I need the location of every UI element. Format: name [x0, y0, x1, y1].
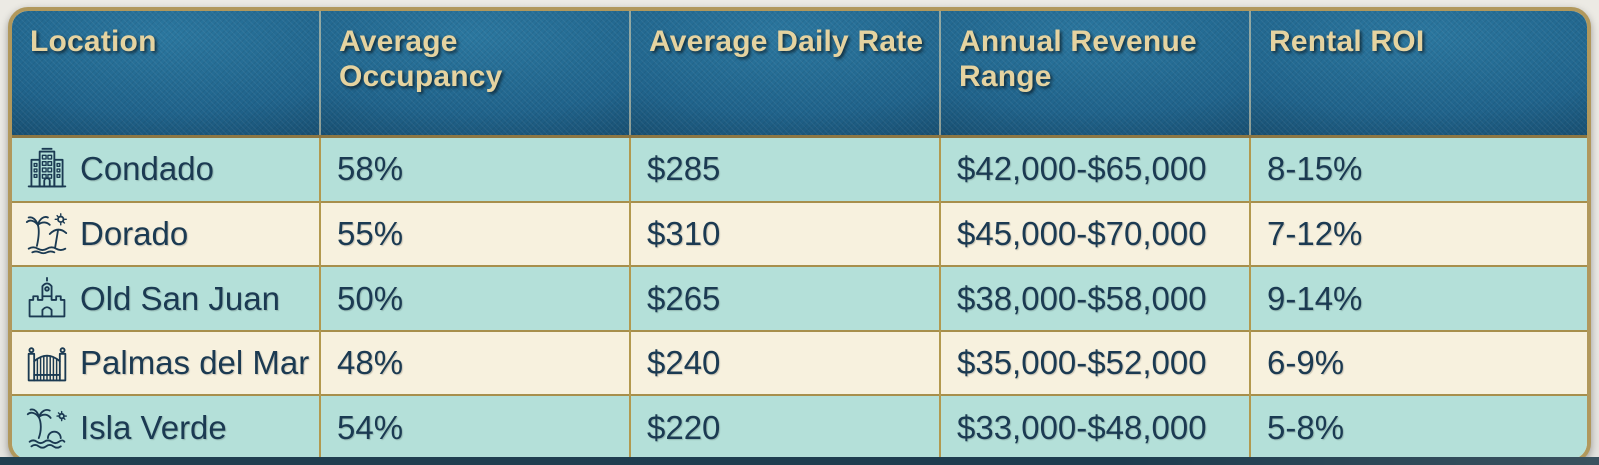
location-label: Old San Juan	[80, 279, 280, 317]
revenue-range-cell: $45,000-$70,000	[940, 200, 1251, 267]
column-header-revenue-range: Annual Revenue Range	[940, 11, 1251, 138]
daily-rate-cell: $310	[630, 200, 941, 267]
location-label: Palmas del Mar	[80, 344, 310, 382]
occupancy-cell: 50%	[320, 265, 631, 331]
occupancy-cell: 54%	[320, 394, 631, 459]
column-header-location: Location	[12, 11, 321, 138]
occupancy-cell: 55%	[320, 200, 631, 267]
gate-icon	[25, 341, 69, 385]
location-label: Condado	[80, 150, 214, 188]
location-label: Isla Verde	[80, 408, 227, 446]
column-header-daily-rate: Average Daily Rate	[630, 11, 941, 138]
daily-rate-cell: $265	[630, 265, 941, 331]
beach-umbrella-icon	[25, 212, 69, 256]
revenue-range-cell: $42,000-$65,000	[940, 136, 1251, 202]
revenue-range-cell: $38,000-$58,000	[940, 265, 1251, 331]
table-body: Condado 58% $285 $42,000-$65,000 8-15% Dorado…	[12, 136, 1587, 459]
roi-cell: 9-14%	[1250, 265, 1587, 331]
table-row: Dorado 55% $310 $45,000-$70,000 7-12%	[12, 200, 1587, 267]
occupancy-cell: 58%	[320, 136, 631, 202]
bottom-dark-strip	[0, 457, 1599, 465]
roi-cell: 6-9%	[1250, 329, 1587, 396]
table-row: Isla Verde 54% $220 $33,000-$48,000 5-8%	[12, 394, 1587, 459]
rental-comparison-table: Location Average Occupancy Average Daily…	[12, 11, 1587, 459]
column-header-occupancy: Average Occupancy	[320, 11, 631, 138]
occupancy-cell: 48%	[320, 329, 631, 396]
location-cell: Isla Verde	[12, 394, 321, 459]
roi-cell: 8-15%	[1250, 136, 1587, 202]
roi-cell: 5-8%	[1250, 394, 1587, 459]
revenue-range-cell: $33,000-$48,000	[940, 394, 1251, 459]
table-header: Location Average Occupancy Average Daily…	[12, 11, 1587, 138]
location-cell: Dorado	[12, 200, 321, 267]
table-row: Condado 58% $285 $42,000-$65,000 8-15%	[12, 136, 1587, 202]
building-icon	[25, 147, 69, 191]
column-header-rental-roi: Rental ROI	[1250, 11, 1587, 138]
daily-rate-cell: $220	[630, 394, 941, 459]
daily-rate-cell: $285	[630, 136, 941, 202]
location-cell: Condado	[12, 136, 321, 202]
table-row: Palmas del Mar 48% $240 $35,000-$52,000 6-9%	[12, 329, 1587, 396]
rental-comparison-table-card: Location Average Occupancy Average Daily…	[8, 7, 1591, 463]
location-label: Dorado	[80, 214, 189, 252]
daily-rate-cell: $240	[630, 329, 941, 396]
revenue-range-cell: $35,000-$52,000	[940, 329, 1251, 396]
palm-island-icon	[25, 406, 69, 450]
location-cell: Old San Juan	[12, 265, 321, 331]
location-cell: Palmas del Mar	[12, 329, 321, 396]
castle-icon	[25, 276, 69, 321]
table-row: Old San Juan 50% $265 $38,000-$58,000 9-14%	[12, 265, 1587, 331]
roi-cell: 7-12%	[1250, 200, 1587, 267]
header-row: Location Average Occupancy Average Daily…	[12, 11, 1587, 138]
